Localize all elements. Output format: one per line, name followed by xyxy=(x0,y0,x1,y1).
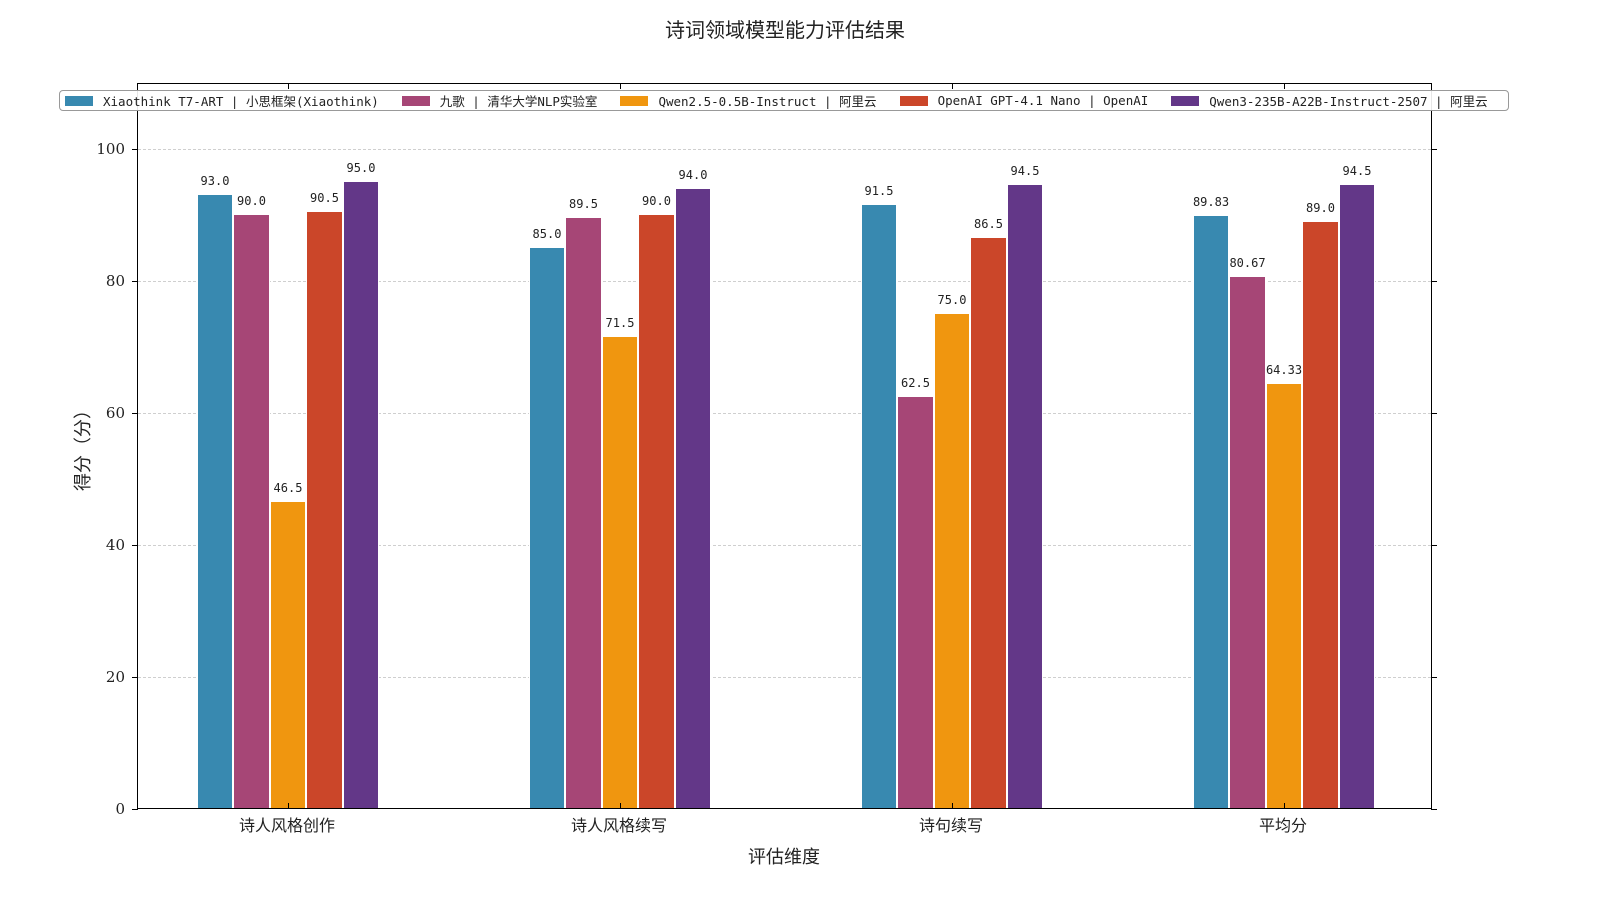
x-tick-label: 诗句续写 xyxy=(918,816,983,835)
plot-area: 93.0 90.0 46.5 90.5 95.0 85.0 89.5 71.5 90.0 94.0… xyxy=(132,83,1437,810)
y-tick xyxy=(132,149,138,150)
bar xyxy=(1192,215,1230,808)
legend-swatch-icon xyxy=(620,95,649,106)
gridline xyxy=(138,677,1431,678)
bar-value-label: 46.5 xyxy=(273,481,303,496)
bar-value-label: 94.5 xyxy=(1010,164,1040,179)
legend-item: Qwen2.5-0.5B-Instruct | 阿里云 xyxy=(620,91,877,110)
bar xyxy=(1302,220,1339,808)
bar-value-label: 64.33 xyxy=(1265,363,1303,378)
y-tick-right xyxy=(1431,149,1437,150)
x-tick-top xyxy=(620,83,621,89)
x-tick xyxy=(620,803,621,809)
x-tick xyxy=(1284,803,1285,809)
bar xyxy=(860,204,898,808)
y-tick xyxy=(132,677,138,678)
x-tick-top xyxy=(288,83,289,89)
bar xyxy=(342,181,380,808)
bar-value-label: 71.5 xyxy=(605,316,635,331)
bar-value-label: 75.0 xyxy=(937,293,967,307)
y-tick-right xyxy=(1431,677,1437,678)
x-axis-title: 评估维度 xyxy=(748,847,820,868)
legend-label: Qwen3-235B-A22B-Instruct-2507 | 阿里云 xyxy=(1209,94,1488,109)
legend-item: 九歌 | 清华大学NLP实验室 xyxy=(401,91,598,110)
bar xyxy=(638,214,675,808)
bar xyxy=(1265,383,1303,808)
bar xyxy=(269,501,307,808)
bar xyxy=(1006,184,1044,808)
legend-label: 九歌 | 清华大学NLP实验室 xyxy=(439,94,598,109)
legend-swatch-icon xyxy=(401,95,430,106)
y-tick-label: 100 xyxy=(96,140,125,158)
bar xyxy=(565,217,602,808)
bar xyxy=(1338,184,1376,808)
bar-value-label: 80.67 xyxy=(1229,255,1266,270)
bar-value-label: 91.5 xyxy=(864,184,894,199)
bar-value-label: 90.0 xyxy=(237,194,266,208)
legend-swatch-icon xyxy=(65,95,93,106)
x-tick-label: 平均分 xyxy=(1258,816,1307,835)
y-tick-right xyxy=(1431,281,1437,282)
bar xyxy=(1229,275,1266,808)
gridline xyxy=(138,545,1431,546)
bar xyxy=(196,194,234,808)
y-tick-label: 80 xyxy=(105,272,125,290)
x-tick xyxy=(952,803,953,809)
legend-item: OpenAI GPT-4.1 Nano | OpenAI xyxy=(899,93,1149,108)
legend-label: Qwen2.5-0.5B-Instruct | 阿里云 xyxy=(658,94,877,109)
legend-item: Qwen3-235B-A22B-Instruct-2507 | 阿里云 xyxy=(1171,91,1488,110)
x-tick xyxy=(288,803,289,809)
y-tick xyxy=(132,281,138,282)
bar-value-label: 94.5 xyxy=(1342,164,1372,179)
bar xyxy=(601,336,639,808)
bar-value-label: 95.0 xyxy=(346,161,376,175)
bar-value-label: 93.0 xyxy=(200,174,230,189)
y-tick-right xyxy=(1431,809,1437,810)
y-axis-title: 得分（分） xyxy=(73,401,94,491)
bar-value-label: 85.0 xyxy=(532,227,562,241)
legend: Xiaothink T7-ART | 小思框架(Xiaothink) 九歌 | 清… xyxy=(59,90,1509,111)
y-tick-right xyxy=(1431,545,1437,546)
bar xyxy=(306,210,343,808)
y-tick xyxy=(132,413,138,414)
gridline xyxy=(138,281,1431,282)
gridline xyxy=(138,149,1431,150)
bar-value-label: 90.0 xyxy=(642,194,671,208)
y-tick-label: 60 xyxy=(105,404,125,422)
y-tick-label: 40 xyxy=(105,536,125,554)
bar xyxy=(233,214,270,808)
bar xyxy=(970,237,1007,808)
bar xyxy=(528,247,566,808)
bar-value-label: 86.5 xyxy=(974,217,1003,232)
y-tick xyxy=(132,545,138,546)
bar-value-label: 89.0 xyxy=(1306,200,1335,215)
bar xyxy=(674,187,712,808)
y-tick-label: 20 xyxy=(105,668,125,686)
y-tick-right xyxy=(1431,413,1437,414)
legend-label: Xiaothink T7-ART | 小思框架(Xiaothink) xyxy=(103,94,379,109)
chart-title: 诗词领域模型能力评估结果 xyxy=(665,18,905,42)
legend-swatch-icon xyxy=(899,95,928,106)
bar-value-label: 89.5 xyxy=(569,197,598,212)
bar-value-label: 94.0 xyxy=(678,167,708,182)
x-tick-label: 诗人风格续写 xyxy=(570,816,667,835)
gridline xyxy=(138,413,1431,414)
bar-value-label: 89.83 xyxy=(1192,195,1230,210)
bar-value-label: 62.5 xyxy=(901,375,930,390)
x-tick-label: 诗人风格创作 xyxy=(238,816,335,835)
y-tick xyxy=(132,809,138,810)
bar xyxy=(933,313,971,808)
legend-item: Xiaothink T7-ART | 小思框架(Xiaothink) xyxy=(65,91,379,110)
bar-value-label: 90.5 xyxy=(310,190,339,205)
x-tick-top xyxy=(1284,83,1285,89)
legend-label: OpenAI GPT-4.1 Nano | OpenAI xyxy=(937,93,1149,108)
bar xyxy=(897,395,934,808)
x-tick-top xyxy=(952,83,953,89)
legend-swatch-icon xyxy=(1171,95,1200,106)
y-tick-label: 0 xyxy=(115,800,125,818)
